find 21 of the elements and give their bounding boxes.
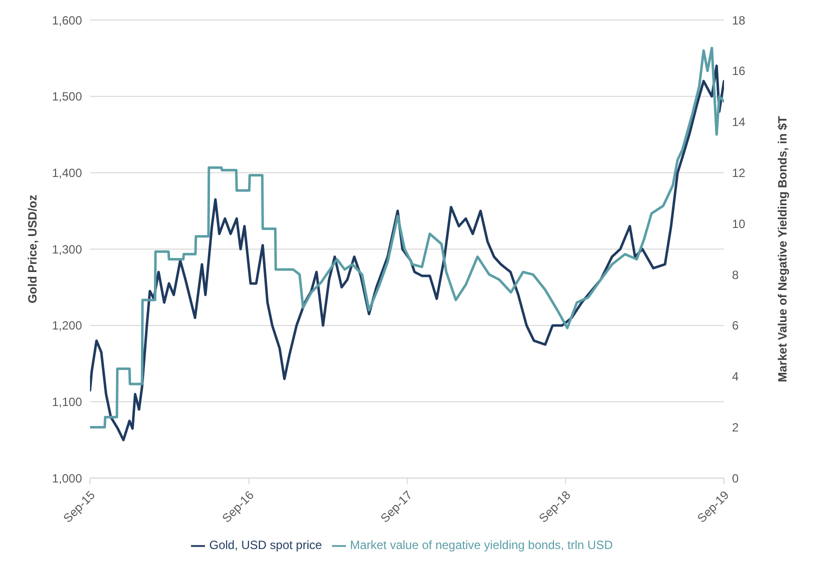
y-tick-label: 1,000 xyxy=(52,471,82,486)
legend-label: Market value of negative yielding bonds, trln USD xyxy=(350,538,613,552)
y-tick-label: 1,100 xyxy=(52,395,82,410)
y2-tick-label: 12 xyxy=(732,166,746,180)
y-tick-label: 1,400 xyxy=(52,166,82,180)
y2-tick-label: 8 xyxy=(732,268,739,282)
y2-tick-label: 16 xyxy=(732,64,746,78)
y-tick-label: 1,200 xyxy=(52,318,82,333)
y2-tick-label: 14 xyxy=(732,115,746,130)
y2-axis-title: Market Value of Negative Yielding Bonds, in $T xyxy=(775,115,790,382)
y-axis-title: Gold Price, USD/oz xyxy=(25,194,40,304)
y2-tick-label: 10 xyxy=(732,216,746,231)
legend-label: Gold, USD spot price xyxy=(209,538,322,552)
y2-tick-label: 4 xyxy=(732,370,739,384)
y-tick-label: 1,500 xyxy=(52,90,82,104)
y-tick-label: 1,300 xyxy=(52,242,82,256)
y-tick-label: 1,600 xyxy=(52,13,82,28)
y2-tick-label: 2 xyxy=(732,420,739,435)
y2-tick-label: 6 xyxy=(732,318,739,333)
y2-tick-label: 0 xyxy=(732,471,739,486)
y2-tick-label: 18 xyxy=(732,13,746,28)
